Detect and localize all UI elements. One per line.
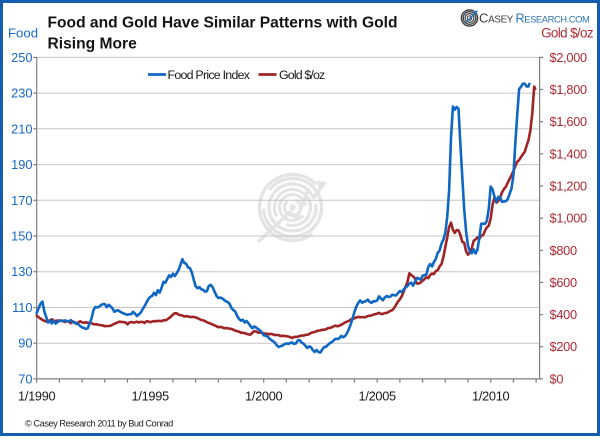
svg-text:230: 230 — [11, 86, 32, 101]
svg-text:$1,000: $1,000 — [550, 211, 588, 226]
svg-text:CASEY RESEARCH.COM: CASEY RESEARCH.COM — [479, 11, 590, 26]
svg-text:70: 70 — [18, 371, 32, 386]
svg-text:150: 150 — [11, 229, 32, 244]
svg-text:Food: Food — [8, 26, 38, 41]
svg-text:$800: $800 — [550, 243, 577, 258]
svg-text:$1,200: $1,200 — [550, 179, 588, 194]
svg-text:130: 130 — [11, 264, 32, 279]
svg-text:210: 210 — [11, 121, 32, 136]
svg-text:Food and Gold Have Similar Pat: Food and Gold Have Similar Patterns with… — [48, 15, 398, 32]
svg-text:1/1990: 1/1990 — [18, 389, 56, 404]
svg-text:90: 90 — [18, 336, 32, 351]
svg-text:190: 190 — [11, 157, 32, 172]
svg-text:Food Price Index: Food Price Index — [168, 68, 251, 82]
svg-text:1/2005: 1/2005 — [359, 389, 397, 404]
svg-text:1/1995: 1/1995 — [132, 389, 170, 404]
svg-text:Gold $/oz: Gold $/oz — [279, 68, 325, 82]
svg-text:1/2000: 1/2000 — [245, 389, 283, 404]
svg-text:$1,800: $1,800 — [550, 82, 588, 97]
svg-text:$600: $600 — [550, 275, 577, 290]
svg-text:© Casey Research 2011 by Bud C: © Casey Research 2011 by Bud Conrad — [25, 419, 173, 429]
svg-text:170: 170 — [11, 193, 32, 208]
svg-text:$0: $0 — [550, 371, 564, 386]
svg-text:Gold $/oz: Gold $/oz — [541, 26, 594, 41]
svg-text:$400: $400 — [550, 307, 577, 322]
svg-text:$1,600: $1,600 — [550, 114, 588, 129]
svg-text:$200: $200 — [550, 339, 577, 354]
svg-text:Rising More: Rising More — [48, 36, 138, 53]
svg-text:$2,000: $2,000 — [550, 50, 588, 65]
svg-text:1/2010: 1/2010 — [472, 389, 510, 404]
svg-text:110: 110 — [12, 300, 32, 315]
svg-text:250: 250 — [11, 50, 32, 65]
svg-text:$1,400: $1,400 — [550, 146, 588, 161]
